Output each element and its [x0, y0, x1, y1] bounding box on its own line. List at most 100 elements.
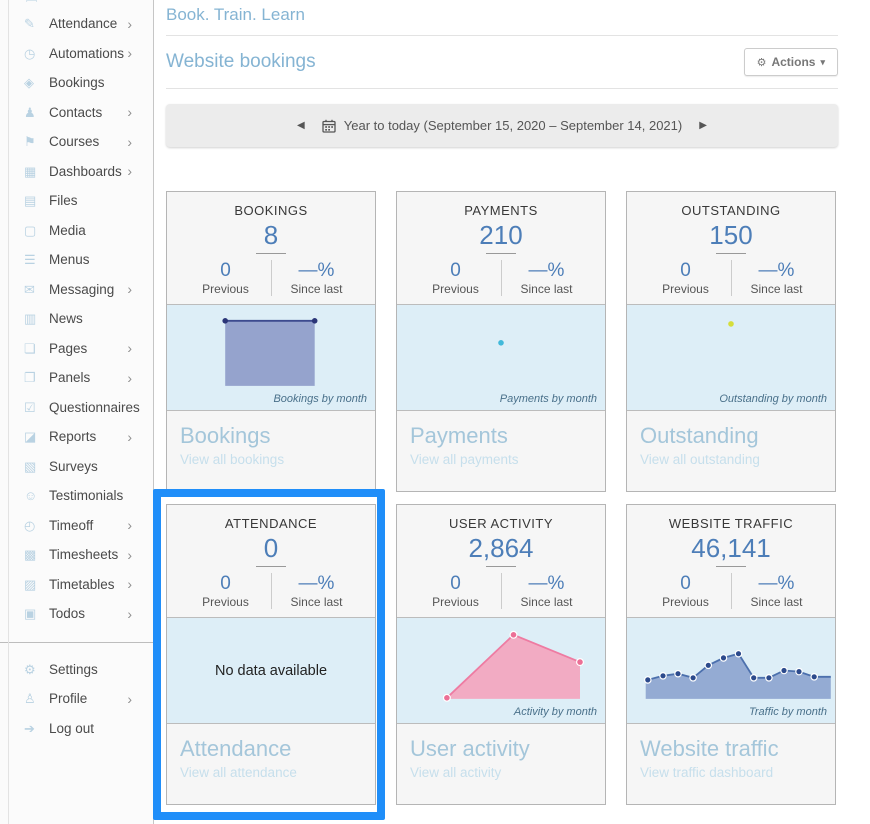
card-footer: Attendance View all attendance [167, 724, 375, 804]
partial-icon: ▤ [25, 0, 38, 2]
chevron-right-icon: › [127, 133, 132, 150]
sidebar-item-reports[interactable]: ◪ Reports › [24, 428, 132, 445]
sidebar-item-pages[interactable]: ❏ Pages › [24, 340, 132, 357]
files-icon: ▤ [24, 193, 37, 209]
card-footer-title-link[interactable]: Outstanding [640, 423, 759, 448]
sidebar-item-courses[interactable]: ⚑ Courses › [24, 133, 132, 150]
card-footer-view-link[interactable]: View all attendance [180, 765, 297, 780]
main-content: Book. Train. Learn Website bookings ⚙ Ac… [155, 0, 870, 824]
chevron-right-icon: › [127, 576, 132, 593]
courses-icon: ⚑ [24, 134, 36, 150]
chevron-right-icon: › [127, 428, 132, 445]
card-footer: Payments View all payments [397, 411, 605, 491]
card-mini-chart: Traffic by month [627, 617, 835, 724]
sidebar-item-timeoff[interactable]: ◴ Timeoff › [24, 517, 132, 534]
chart-caption: Traffic by month [748, 706, 827, 718]
card-footer-title-link[interactable]: Attendance [180, 736, 292, 761]
chevron-right-icon: › [127, 15, 132, 32]
sidebar-item-attendance[interactable]: ✎ Attendance › [24, 15, 132, 32]
sidebar-item-dashboards[interactable]: ▦ Dashboards › [24, 163, 132, 180]
card-footer: Outstanding View all outstanding [627, 411, 835, 491]
value-underline [256, 566, 286, 567]
card-footer-view-link[interactable]: View all outstanding [640, 452, 760, 467]
chevron-right-icon: › [127, 163, 132, 180]
sidebar-item-messaging[interactable]: ✉ Messaging › [24, 281, 132, 298]
sidebar-item-surveys[interactable]: ▧ Surveys [24, 458, 98, 474]
sidebar-item-menus[interactable]: ☰ Menus [24, 252, 90, 268]
sidebar-item-todos[interactable]: ▣ Todos › [24, 605, 132, 622]
change-stat: —% Since last [750, 573, 803, 609]
sidebar-item-bookings[interactable]: ◈ Bookings [24, 75, 105, 91]
previous-stat: 0 Previous [202, 260, 249, 296]
settings-icon: ⚙ [24, 661, 36, 677]
card-footer-title-link[interactable]: Bookings [180, 423, 271, 448]
sidebar-item-questionnaires[interactable]: ☑ Questionnaires [24, 399, 140, 415]
section-title: Website bookings [166, 51, 316, 72]
sidebar-item-log-out[interactable]: ➔ Log out [24, 720, 95, 736]
attendance-icon: ✎ [24, 16, 35, 32]
card-footer-view-link[interactable]: View all activity [410, 765, 502, 780]
sidebar-item-profile[interactable]: ♙ Profile › [24, 690, 132, 707]
actions-button[interactable]: ⚙ Actions ▾ [743, 48, 838, 76]
panels-icon: ❐ [24, 370, 36, 386]
reports-icon: ◪ [24, 429, 37, 445]
stat-divider [270, 260, 272, 296]
page-title: Book. Train. Learn [166, 0, 838, 36]
no-data-message: No data available [214, 662, 328, 679]
card-value: 8 [263, 220, 279, 250]
sidebar-item-automations[interactable]: ◷ Automations › [24, 45, 132, 62]
card-footer-title-link[interactable]: User activity [410, 736, 530, 761]
contacts-icon: ♟ [24, 104, 36, 120]
card-footer-title-link[interactable]: Website traffic [640, 736, 779, 761]
card-summary: PAYMENTS 210 0 Previous —% Since last [397, 192, 605, 304]
previous-period-button[interactable]: ◀ [293, 116, 309, 135]
card-footer: Website traffic View traffic dashboard [627, 724, 835, 804]
stat-divider [270, 573, 272, 609]
card-footer-title-link[interactable]: Payments [410, 423, 508, 448]
bookings-icon: ◈ [24, 75, 34, 91]
card-summary: OUTSTANDING 150 0 Previous —% Since last [627, 192, 835, 304]
chart-caption: Outstanding by month [719, 393, 827, 405]
card-mini-chart: Bookings by month [167, 304, 375, 411]
next-period-button[interactable]: ▶ [695, 116, 711, 135]
sidebar-item-timesheets[interactable]: ▩ Timesheets › [24, 546, 132, 563]
sidebar-item-settings[interactable]: ⚙ Settings [24, 661, 98, 677]
logout-icon: ➔ [24, 720, 35, 736]
testimonials-icon: ☺ [24, 488, 38, 504]
chevron-right-icon: › [127, 546, 132, 563]
card-mini-chart: Outstanding by month [627, 304, 835, 411]
stat-divider [500, 573, 502, 609]
news-icon: ▥ [24, 311, 37, 327]
sidebar-item-timetables[interactable]: ▨ Timetables › [24, 576, 132, 593]
card-footer-view-link[interactable]: View traffic dashboard [640, 765, 774, 780]
timetables-icon: ▨ [24, 576, 37, 592]
sidebar-item-files[interactable]: ▤ Files [24, 193, 78, 209]
sidebar-item-news[interactable]: ▥ News [24, 311, 83, 327]
card-footer-view-link[interactable]: View all payments [410, 452, 519, 467]
sidebar-item-panels[interactable]: ❐ Panels › [24, 369, 132, 386]
sidebar-item-testimonials[interactable]: ☺ Testimonials [24, 488, 124, 504]
todos-icon: ▣ [24, 606, 37, 622]
card-summary: USER ACTIVITY 2,864 0 Previous —% Since … [397, 505, 605, 617]
previous-stat: 0 Previous [662, 260, 709, 296]
card-footer-view-link[interactable]: View all bookings [180, 452, 285, 467]
previous-stat: 0 Previous [432, 260, 479, 296]
value-underline [716, 253, 746, 254]
chevron-right-icon: › [127, 690, 132, 707]
media-icon: ▢ [24, 222, 37, 238]
card-title: PAYMENTS [464, 203, 538, 218]
menus-icon: ☰ [24, 252, 36, 268]
dashboards-icon: ▦ [24, 163, 37, 179]
sidebar-item-media[interactable]: ▢ Media [24, 222, 86, 238]
chevron-down-icon: ▾ [820, 56, 825, 67]
card-summary: BOOKINGS 8 0 Previous —% Since last [167, 192, 375, 304]
card-title: WEBSITE TRAFFIC [668, 516, 794, 531]
card-mini-chart: No data available [167, 617, 375, 724]
previous-stat: 0 Previous [202, 573, 249, 609]
card-value: 46,141 [691, 533, 771, 563]
date-range-label: Year to today (September 15, 2020 – Sept… [343, 118, 683, 133]
change-stat: —% Since last [290, 573, 343, 609]
sidebar-item-contacts[interactable]: ♟ Contacts › [24, 104, 132, 121]
card-summary: ATTENDANCE 0 0 Previous —% Since last [167, 505, 375, 617]
messaging-icon: ✉ [24, 281, 35, 297]
